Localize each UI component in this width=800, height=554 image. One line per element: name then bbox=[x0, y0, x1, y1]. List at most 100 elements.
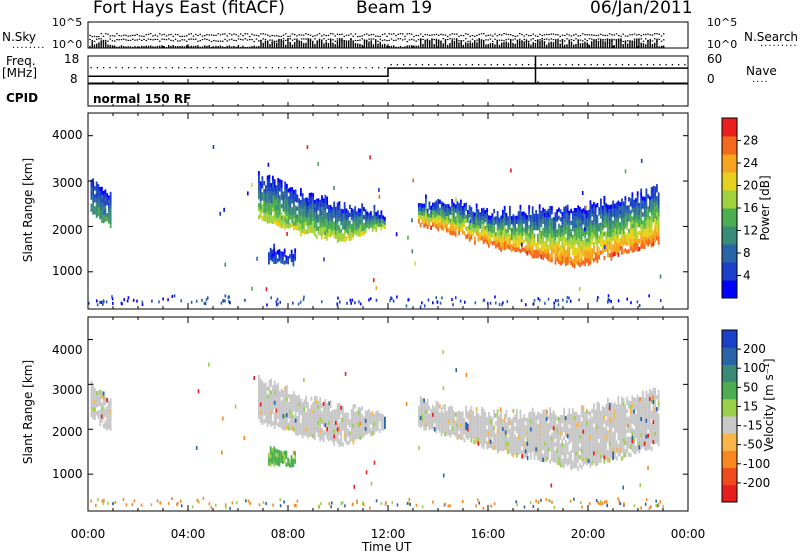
echo-cell bbox=[95, 395, 98, 400]
echo-cell bbox=[453, 218, 455, 223]
echo-cell bbox=[104, 213, 107, 218]
echo-cell bbox=[456, 201, 459, 206]
echo-cell bbox=[561, 256, 564, 261]
echo-cell bbox=[558, 207, 560, 212]
echo-cell bbox=[642, 204, 644, 209]
echo-cell bbox=[475, 419, 478, 424]
echo-cell bbox=[573, 443, 576, 449]
scatter-echo bbox=[640, 158, 643, 163]
echo-cell bbox=[310, 216, 313, 221]
echo-cell bbox=[336, 202, 339, 207]
echo-cell bbox=[336, 206, 339, 211]
echo-cell bbox=[97, 208, 100, 213]
echo-cell bbox=[610, 216, 613, 221]
echo-cell bbox=[556, 249, 559, 254]
echo-cell bbox=[575, 236, 578, 241]
echo-cell bbox=[580, 437, 583, 442]
echo-cell bbox=[278, 458, 281, 463]
nsky-dot bbox=[645, 33, 647, 36]
echo-cell bbox=[649, 240, 651, 245]
echo-cell bbox=[598, 211, 601, 216]
echo-cell bbox=[90, 392, 93, 398]
echo-cell bbox=[481, 208, 483, 213]
echo-cell bbox=[319, 223, 322, 228]
nave-dot bbox=[415, 64, 417, 66]
echo-cell bbox=[373, 430, 376, 435]
ground-echo bbox=[299, 300, 302, 304]
echo-cell bbox=[542, 433, 545, 438]
echo-cell bbox=[617, 204, 620, 209]
echo-cell bbox=[558, 460, 560, 466]
echo-cell bbox=[453, 418, 455, 424]
echo-cell bbox=[563, 246, 566, 252]
echo-cell bbox=[326, 407, 329, 412]
echo-cell bbox=[342, 418, 344, 423]
echo-cell bbox=[314, 415, 316, 421]
power-panel-frame bbox=[87, 112, 689, 310]
echo-cell bbox=[291, 199, 294, 204]
echo-cell bbox=[419, 222, 422, 228]
echo-cell bbox=[286, 203, 288, 209]
echo-cell bbox=[104, 217, 107, 222]
ground-echo bbox=[368, 298, 370, 302]
echo-cell bbox=[600, 446, 602, 451]
ground-echo bbox=[102, 299, 105, 303]
echo-cell bbox=[277, 390, 280, 395]
echo-cell bbox=[307, 414, 309, 419]
echo-cell bbox=[631, 228, 634, 233]
echo-cell bbox=[421, 421, 424, 427]
nsky-dot bbox=[179, 35, 181, 38]
echo-cell bbox=[624, 220, 627, 225]
echo-cell bbox=[531, 218, 534, 223]
noise-bar bbox=[660, 45, 663, 48]
echo-cell bbox=[447, 208, 450, 213]
echo-cell bbox=[507, 441, 510, 447]
echo-cell bbox=[614, 215, 616, 221]
echo-cell bbox=[324, 210, 327, 216]
echo-cell bbox=[286, 389, 288, 394]
echo-cell bbox=[524, 417, 527, 422]
echo-cell bbox=[622, 201, 625, 206]
echo-cell bbox=[586, 437, 588, 442]
echo-cell bbox=[489, 443, 492, 448]
echo-cell bbox=[643, 224, 646, 230]
echo-cell bbox=[568, 210, 571, 216]
echo-cell bbox=[342, 225, 344, 230]
echo-cell bbox=[324, 194, 327, 200]
echo-cell bbox=[270, 203, 273, 208]
echo-cell bbox=[600, 202, 602, 207]
echo-cell bbox=[363, 223, 365, 228]
echo-cell bbox=[268, 416, 271, 421]
echo-cell bbox=[608, 225, 611, 230]
echo-cell bbox=[636, 239, 639, 244]
echo-cell bbox=[582, 409, 585, 414]
echo-cell bbox=[519, 445, 522, 450]
echo-cell bbox=[92, 206, 95, 211]
nsky-dot bbox=[541, 34, 543, 37]
echo-cell bbox=[544, 216, 546, 222]
echo-cell bbox=[540, 234, 543, 240]
echo-cell bbox=[596, 449, 599, 454]
echo-cell bbox=[552, 426, 555, 431]
echo-cell bbox=[265, 193, 267, 198]
echo-cell bbox=[326, 216, 329, 221]
echo-cell bbox=[265, 185, 267, 190]
noise-bar bbox=[330, 38, 332, 48]
echo-cell bbox=[607, 252, 609, 257]
echo-cell bbox=[545, 238, 548, 244]
echo-cell bbox=[512, 230, 515, 235]
echo-cell bbox=[444, 216, 447, 221]
echo-cell bbox=[615, 238, 618, 243]
echo-cell bbox=[586, 445, 588, 450]
echo-cell bbox=[453, 230, 455, 235]
echo-cell bbox=[328, 424, 330, 430]
echo-cell bbox=[610, 240, 613, 245]
echo-cell bbox=[287, 402, 290, 407]
echo-cell bbox=[570, 450, 573, 455]
echo-cell bbox=[463, 422, 466, 427]
echo-cell bbox=[587, 430, 590, 436]
echo-cell bbox=[317, 198, 320, 203]
echo-cell bbox=[109, 215, 112, 221]
echo-cell bbox=[439, 428, 441, 433]
echo-cell bbox=[605, 231, 608, 236]
